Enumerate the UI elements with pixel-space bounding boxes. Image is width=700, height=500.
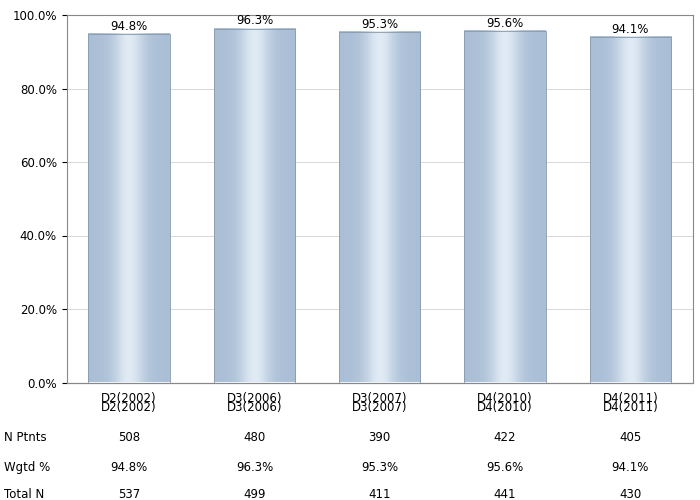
Text: 94.1%: 94.1% xyxy=(612,22,649,36)
Text: 96.3%: 96.3% xyxy=(236,14,273,28)
Text: 405: 405 xyxy=(620,431,641,444)
Text: 411: 411 xyxy=(368,488,391,500)
Text: 95.6%: 95.6% xyxy=(486,461,524,474)
Text: 537: 537 xyxy=(118,488,140,500)
Text: 480: 480 xyxy=(244,431,265,444)
Text: 96.3%: 96.3% xyxy=(236,461,273,474)
Text: 390: 390 xyxy=(369,431,391,444)
Text: 95.3%: 95.3% xyxy=(361,461,398,474)
Text: 95.3%: 95.3% xyxy=(361,18,398,31)
Bar xyxy=(88,34,170,383)
Text: D4(2010): D4(2010) xyxy=(477,401,533,414)
Bar xyxy=(214,28,295,382)
Text: 94.8%: 94.8% xyxy=(111,461,148,474)
Text: N Ptnts: N Ptnts xyxy=(4,431,46,444)
Text: D3(2006): D3(2006) xyxy=(227,401,282,414)
Text: D4(2011): D4(2011) xyxy=(603,401,658,414)
Text: 430: 430 xyxy=(620,488,641,500)
Text: 94.1%: 94.1% xyxy=(612,461,649,474)
Text: D3(2007): D3(2007) xyxy=(352,401,407,414)
Text: 508: 508 xyxy=(118,431,140,444)
Bar xyxy=(339,32,421,382)
Text: 499: 499 xyxy=(243,488,266,500)
Bar xyxy=(589,36,671,383)
Text: 422: 422 xyxy=(494,431,517,444)
Text: Total N: Total N xyxy=(4,488,43,500)
Text: 441: 441 xyxy=(494,488,517,500)
Text: 94.8%: 94.8% xyxy=(111,20,148,33)
Text: Wgtd %: Wgtd % xyxy=(4,461,50,474)
Bar xyxy=(464,31,546,383)
Text: 95.6%: 95.6% xyxy=(486,17,524,30)
Text: D2(2002): D2(2002) xyxy=(102,401,157,414)
